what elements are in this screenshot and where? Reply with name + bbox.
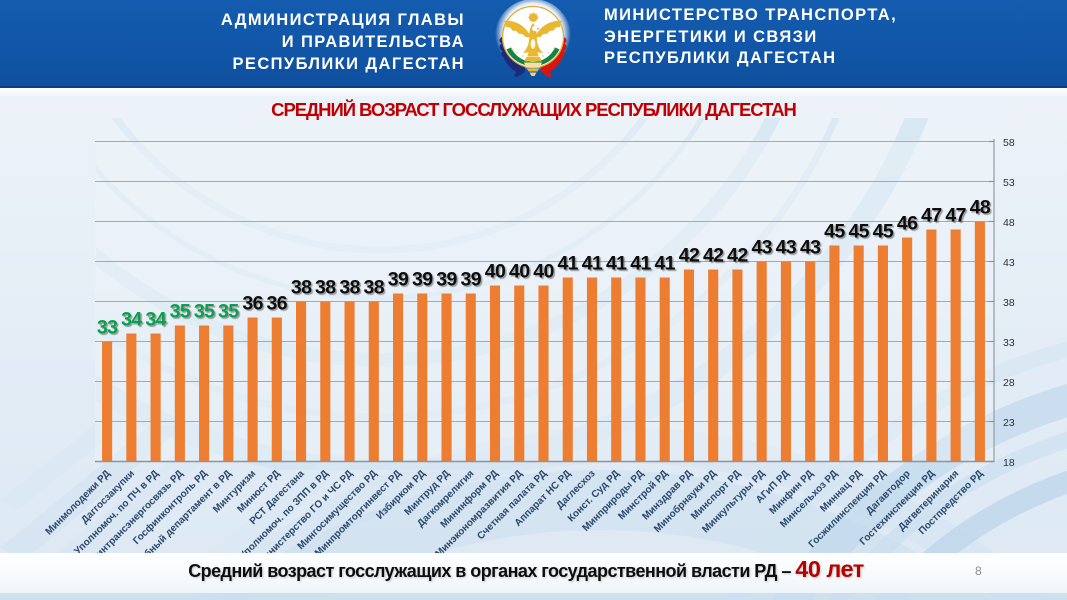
svg-text:47: 47	[945, 205, 966, 227]
svg-text:47: 47	[921, 205, 942, 227]
svg-text:39: 39	[388, 269, 409, 291]
svg-text:42: 42	[679, 245, 700, 267]
svg-text:41: 41	[630, 253, 651, 275]
svg-text:34: 34	[121, 309, 142, 331]
svg-text:35: 35	[218, 301, 239, 323]
svg-text:18: 18	[1003, 457, 1015, 469]
svg-text:45: 45	[873, 221, 894, 243]
svg-text:41: 41	[654, 253, 675, 275]
svg-text:48: 48	[1003, 217, 1015, 229]
svg-text:43: 43	[1003, 257, 1015, 269]
svg-text:33: 33	[97, 317, 118, 339]
svg-text:41: 41	[582, 253, 603, 275]
svg-text:35: 35	[170, 301, 191, 323]
svg-text:33: 33	[1003, 337, 1015, 349]
svg-text:43: 43	[776, 237, 797, 259]
svg-text:43: 43	[800, 237, 821, 259]
svg-text:42: 42	[703, 245, 724, 267]
svg-text:38: 38	[291, 277, 312, 299]
svg-text:38: 38	[339, 277, 360, 299]
svg-text:41: 41	[557, 253, 578, 275]
svg-text:23: 23	[1003, 417, 1015, 429]
svg-text:42: 42	[727, 245, 748, 267]
svg-text:39: 39	[461, 269, 482, 291]
svg-text:38: 38	[315, 277, 336, 299]
svg-text:38: 38	[364, 277, 385, 299]
svg-text:46: 46	[897, 213, 918, 235]
svg-text:43: 43	[751, 237, 772, 259]
svg-text:58: 58	[1003, 137, 1015, 149]
svg-text:41: 41	[606, 253, 627, 275]
svg-text:53: 53	[1003, 177, 1015, 189]
svg-text:48: 48	[970, 197, 991, 219]
svg-text:34: 34	[145, 309, 166, 331]
svg-text:28: 28	[1003, 377, 1015, 389]
svg-text:36: 36	[267, 293, 288, 315]
svg-text:40: 40	[509, 261, 530, 283]
svg-text:35: 35	[194, 301, 215, 323]
svg-text:39: 39	[436, 269, 457, 291]
svg-text:40: 40	[485, 261, 506, 283]
svg-text:45: 45	[848, 221, 869, 243]
svg-text:39: 39	[412, 269, 433, 291]
svg-text:45: 45	[824, 221, 845, 243]
svg-text:36: 36	[242, 293, 263, 315]
svg-text:40: 40	[533, 261, 554, 283]
svg-text:38: 38	[1003, 297, 1015, 309]
